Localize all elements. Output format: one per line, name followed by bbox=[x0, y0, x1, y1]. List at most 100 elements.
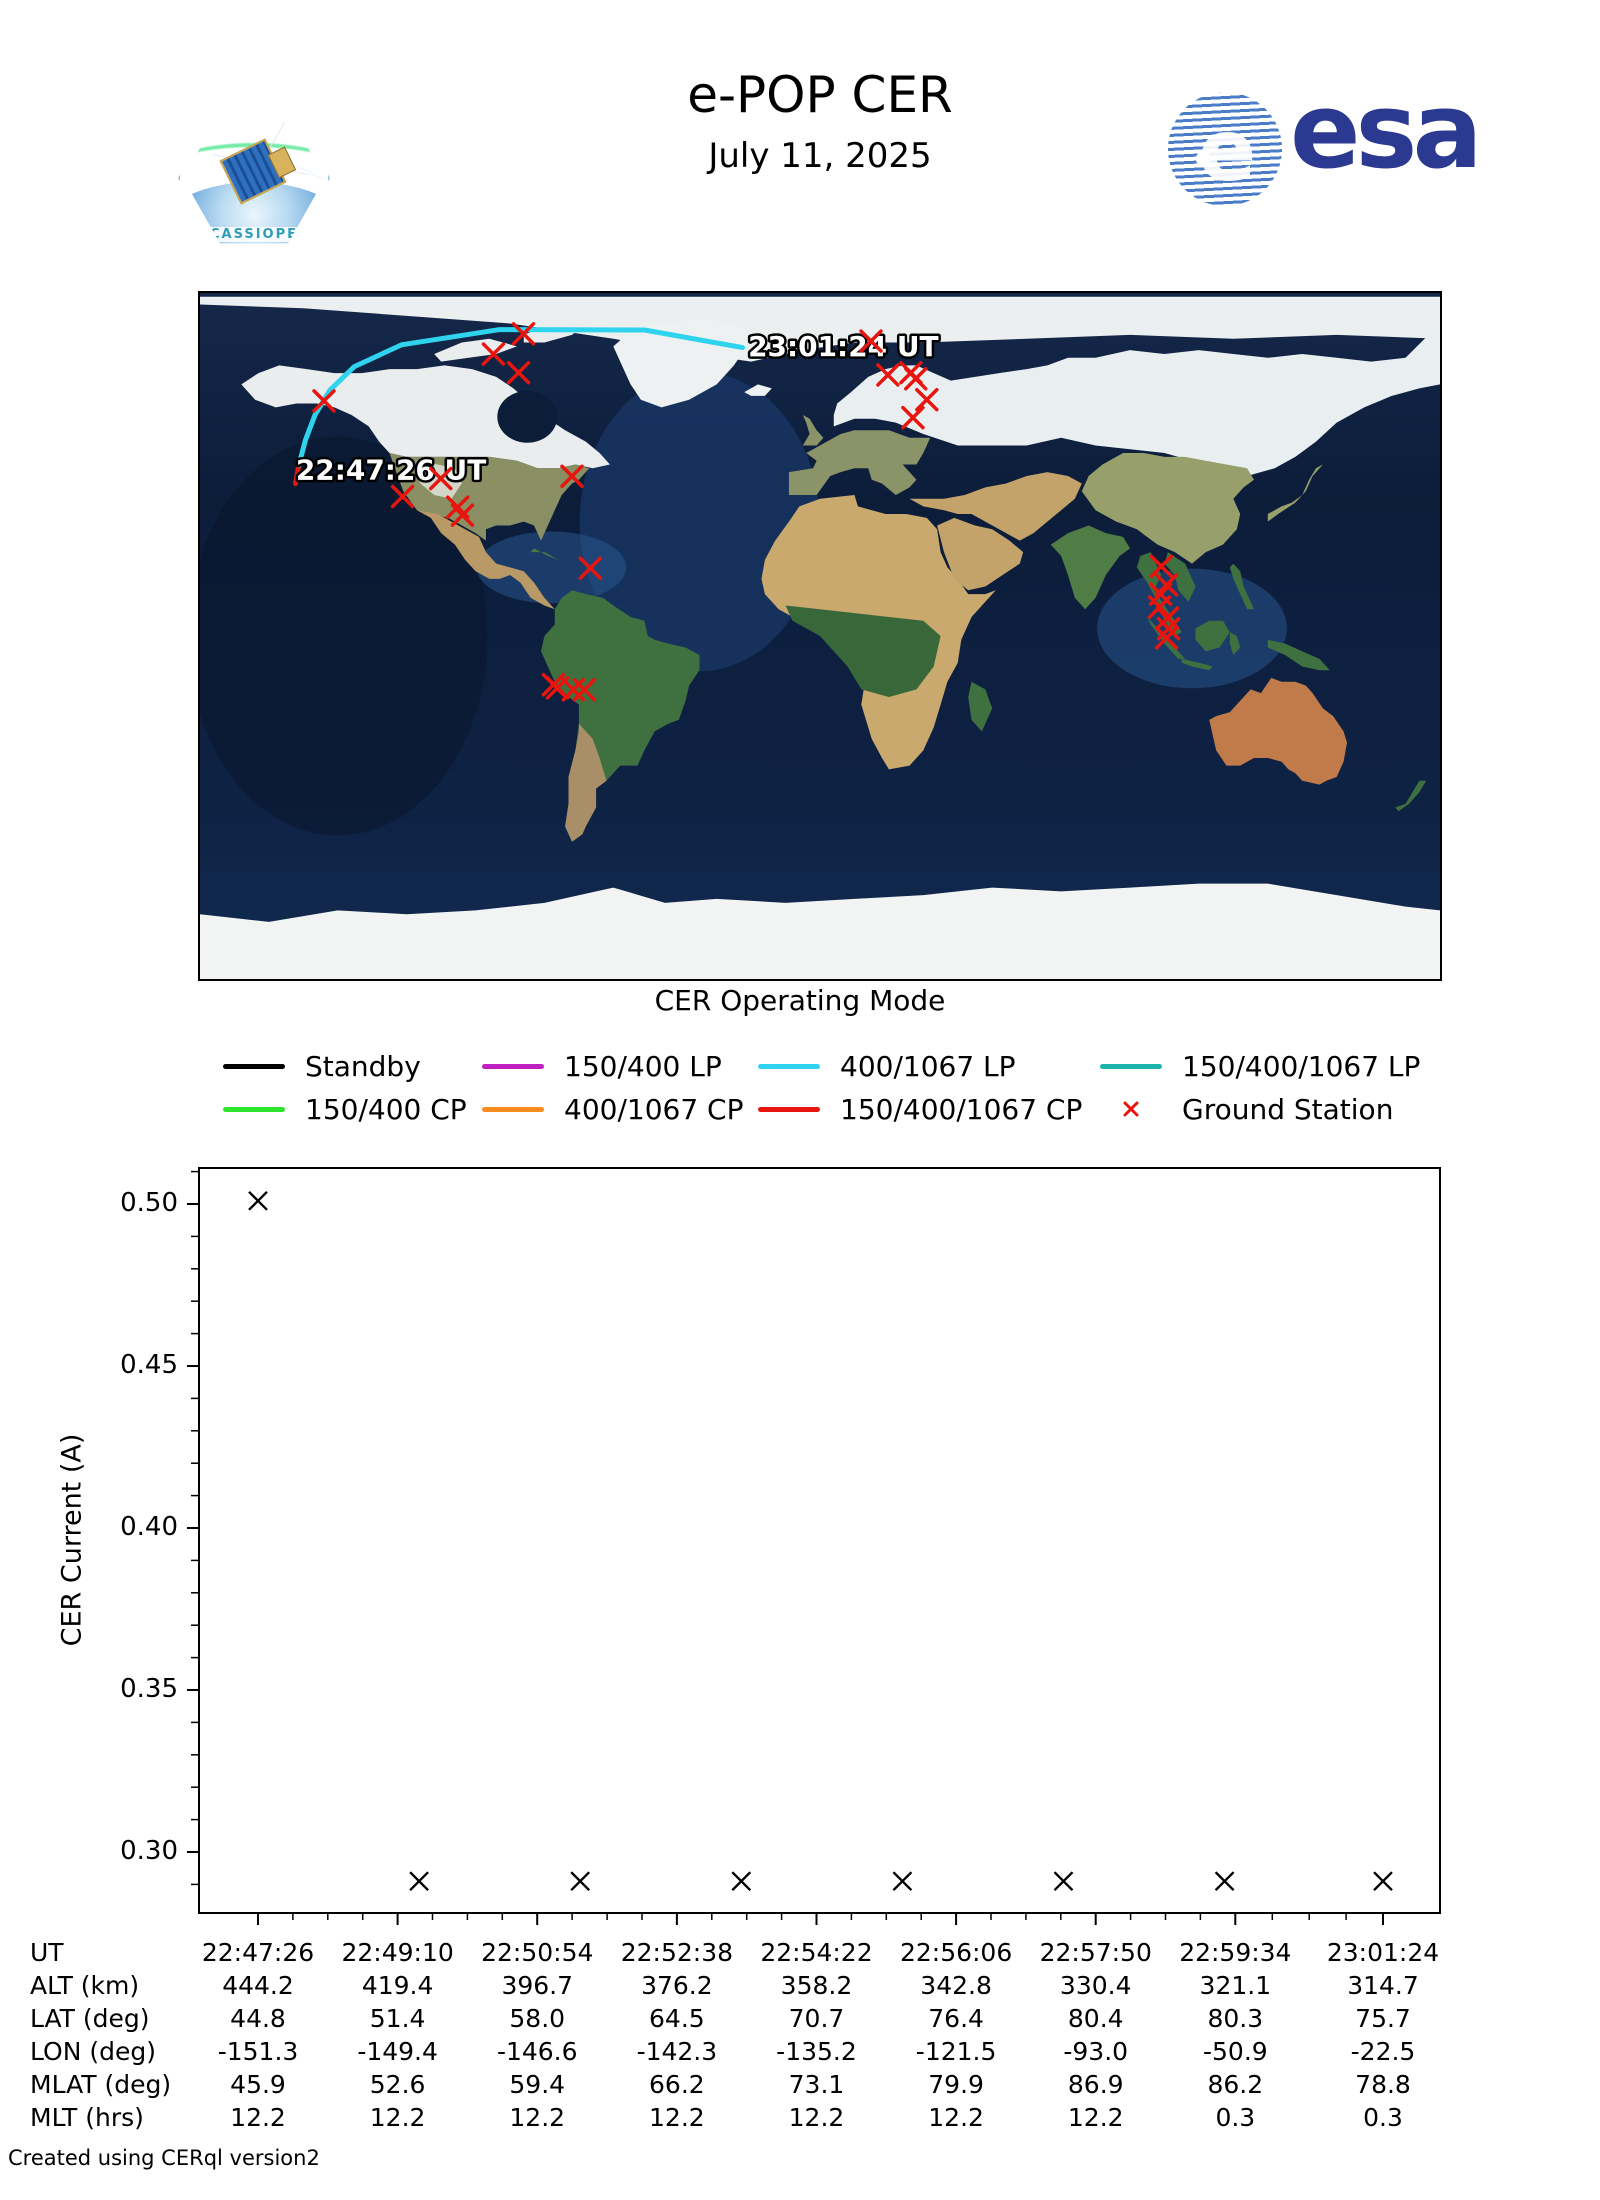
legend-item-label: 150/400 CP bbox=[305, 1092, 467, 1126]
table-cell: -146.6 bbox=[496, 2037, 578, 2066]
ground-station-marker bbox=[572, 678, 597, 702]
table-cell: 59.4 bbox=[509, 2070, 566, 2099]
y-tick-label: 0.40 bbox=[120, 1512, 178, 1542]
map-art bbox=[497, 390, 558, 443]
landmass bbox=[1195, 620, 1230, 652]
data-point-marker bbox=[570, 1871, 591, 1892]
table-cell: 23:01:24 bbox=[1326, 1938, 1440, 1967]
landmass bbox=[802, 414, 824, 446]
landmass bbox=[434, 338, 517, 362]
legend-item-label: Ground Station bbox=[1182, 1092, 1394, 1126]
legend-line-swatch bbox=[758, 1106, 820, 1112]
map-art bbox=[200, 436, 488, 836]
table-cell: 79.9 bbox=[928, 2070, 984, 2099]
ground-station-marker bbox=[1154, 626, 1179, 650]
table-cell: 444.2 bbox=[222, 1971, 294, 2000]
ground-station-marker bbox=[511, 322, 536, 346]
legend-line-swatch bbox=[223, 1106, 285, 1112]
table-row-label: ALT (km) bbox=[30, 1971, 140, 2000]
table-cell: 78.8 bbox=[1355, 2070, 1411, 2099]
world-map-panel: 22:47:26 UT 23:01:24 UT bbox=[198, 291, 1442, 981]
table-cell: -121.5 bbox=[915, 2037, 997, 2066]
ground-station-marker bbox=[1147, 595, 1172, 619]
legend-line-swatch bbox=[482, 1063, 544, 1069]
ground-station-marker bbox=[560, 464, 584, 488]
table-cell: 22:57:50 bbox=[1039, 1938, 1152, 1967]
data-point-marker bbox=[409, 1871, 429, 1892]
map-art bbox=[579, 372, 820, 672]
table-cell: 86.9 bbox=[1067, 2070, 1124, 2099]
legend-item-150-400-lp: 150/400 LP bbox=[482, 1050, 722, 1083]
table-cell: -93.0 bbox=[1063, 2037, 1129, 2066]
table-cell: 22:54:22 bbox=[760, 1938, 873, 1967]
table-cell: 70.7 bbox=[788, 2004, 845, 2033]
table-cell: 396.7 bbox=[501, 1971, 574, 2000]
track-start-time-label: 22:47:26 UT bbox=[296, 453, 486, 486]
legend-line-swatch bbox=[223, 1063, 285, 1069]
landmass bbox=[1267, 464, 1323, 522]
world-map: 22:47:26 UT 23:01:24 UT bbox=[200, 293, 1440, 979]
legend-item-label: 150/400/1067 LP bbox=[1182, 1049, 1421, 1083]
table-row-label: MLT (hrs) bbox=[30, 2103, 144, 2132]
table-cell: 376.2 bbox=[641, 1971, 713, 2000]
ground-station-marker bbox=[876, 363, 900, 387]
landmass bbox=[788, 430, 931, 496]
legend-item-label: Standby bbox=[305, 1049, 421, 1083]
legend-item-150-400-cp: 150/400 CP bbox=[223, 1092, 467, 1126]
y-tick-label: 0.30 bbox=[120, 1836, 178, 1866]
table-cell: 80.3 bbox=[1207, 2004, 1264, 2033]
esa-logo: e esa bbox=[1162, 70, 1483, 212]
table-cell: -22.5 bbox=[1350, 2037, 1416, 2066]
data-point-marker bbox=[248, 1190, 268, 1211]
landmass bbox=[785, 605, 941, 698]
table-cell: 73.1 bbox=[788, 2070, 845, 2099]
legend-item-ground-station: Ground Station bbox=[1100, 1092, 1394, 1126]
landmass bbox=[1229, 632, 1241, 656]
table-cell: 314.7 bbox=[1347, 1971, 1419, 2000]
esa-wordmark: esa bbox=[1290, 70, 1483, 192]
cassiope-label: CASSIOPE bbox=[183, 226, 325, 242]
ground-station-marker bbox=[901, 405, 925, 430]
landmass bbox=[1164, 552, 1196, 602]
table-cell: 0.3 bbox=[1363, 2103, 1403, 2132]
legend-item-label: 400/1067 CP bbox=[564, 1092, 744, 1126]
table-cell: 22:59:34 bbox=[1179, 1938, 1292, 1967]
table-cell: 419.4 bbox=[361, 1971, 434, 2000]
ground-station-marker bbox=[904, 367, 928, 391]
legend-item-400-1067-lp: 400/1067 LP bbox=[758, 1049, 1016, 1083]
legend-item-150-400-1067-lp: 150/400/1067 LP bbox=[1100, 1049, 1421, 1083]
table-cell: -149.4 bbox=[357, 2037, 438, 2066]
ground-station-marker bbox=[915, 387, 939, 412]
landmass bbox=[1181, 658, 1213, 671]
page-date: July 11, 2025 bbox=[708, 136, 932, 176]
legend-item-standby: Standby bbox=[223, 1049, 421, 1083]
table-cell: 12.2 bbox=[230, 2103, 286, 2132]
y-tick-label: 0.35 bbox=[120, 1674, 178, 1704]
data-point-marker bbox=[1373, 1871, 1393, 1892]
ground-station-marker bbox=[506, 360, 531, 385]
table-cell: 12.2 bbox=[928, 2103, 984, 2132]
table-cell: 22:50:54 bbox=[481, 1938, 594, 1967]
y-tick-label: 0.45 bbox=[120, 1350, 178, 1380]
table-cell: 12.2 bbox=[509, 2103, 566, 2132]
table-cell: 22:56:06 bbox=[899, 1938, 1013, 1967]
landmass bbox=[565, 723, 607, 842]
table-cell: 58.0 bbox=[509, 2004, 566, 2033]
table-cell: 52.6 bbox=[369, 2070, 426, 2099]
esa-e-glyph: e bbox=[1198, 101, 1257, 201]
ground-station-marker bbox=[859, 329, 883, 353]
table-cell: 64.5 bbox=[649, 2004, 705, 2033]
legend-item-label: 400/1067 LP bbox=[840, 1049, 1016, 1083]
table-cell: 330.4 bbox=[1059, 1971, 1132, 2000]
ground-station-marker bbox=[312, 389, 336, 413]
data-point-marker bbox=[892, 1871, 913, 1892]
landmass bbox=[1229, 563, 1254, 610]
landmass bbox=[200, 883, 1440, 979]
landmass bbox=[937, 517, 1024, 591]
landmass bbox=[416, 510, 555, 610]
landmass bbox=[909, 472, 1082, 541]
table-cell: 12.2 bbox=[788, 2103, 845, 2132]
landmass bbox=[1209, 677, 1348, 785]
table-cell: 321.1 bbox=[1199, 1971, 1272, 2000]
